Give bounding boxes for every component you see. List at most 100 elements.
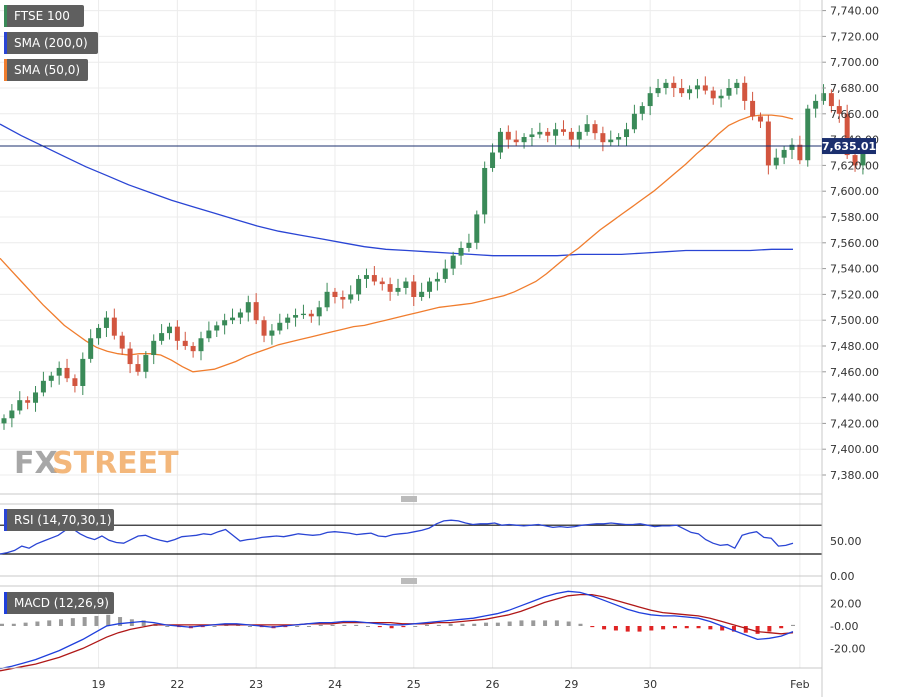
candle-body [639,106,645,114]
macd-histogram-bar [247,626,252,627]
candle-body [190,346,196,352]
macd-histogram-bar [94,615,99,626]
macd-histogram-bar [389,626,394,629]
macd-tick-label: -20.00 [830,642,865,655]
macd-histogram-bar [165,626,170,627]
candle-body [166,326,172,334]
y-tick-label: 7,420.00 [830,417,879,430]
macd-histogram-bar [791,624,795,626]
macd-histogram-bar [330,624,335,626]
candle-body [363,275,369,279]
candle-body [40,380,46,393]
rsi-tick-label: 50.00 [830,535,862,548]
legend-macd[interactable]: MACD (12,26,9) [4,592,114,614]
candle-body [33,392,39,403]
candle-body [9,410,15,419]
macd-histogram-bar [519,620,524,626]
candle-body [277,322,283,331]
candle-body [332,291,338,297]
candle-body [836,106,842,114]
macd-histogram-bar [59,619,64,626]
y-tick-label: 7,720.00 [830,30,879,43]
candle-body [434,278,440,282]
candle-body [356,278,362,295]
rsi-line [0,519,794,555]
macd-histogram-bar [365,626,370,627]
candle-body [127,348,133,365]
macd-histogram-bar [106,614,111,626]
macd-histogram-bar [578,623,583,626]
candle-body [663,82,669,88]
candle-body [521,137,527,143]
candle-body [852,155,858,166]
macd-histogram-bar [212,626,217,627]
candle-body [143,355,149,372]
candle-body [616,137,622,140]
candle-body [805,108,811,161]
candle-body [458,247,464,256]
candle-body [174,326,180,341]
candle-body [340,296,346,300]
candle-body [789,144,795,150]
candle-body [529,134,535,138]
candle-body [608,139,614,143]
grid-layer [0,0,822,668]
candle-body [293,315,299,318]
macd-histogram-bar [23,622,28,626]
candle-body [88,338,94,359]
candle-body [403,281,409,288]
candle-body [348,294,354,300]
macd-histogram-bar [35,621,40,626]
candle-body [442,268,448,279]
candle-body [497,131,503,153]
macd-histogram-bar [755,626,760,634]
macd-histogram-bar [295,626,300,627]
candle-body [592,124,598,134]
macd-histogram-bar [543,620,548,626]
macd-histogram-bar [649,626,654,631]
y-tick-label: 7,620.00 [830,159,879,172]
candle-body [821,93,827,101]
x-tick-label: 30 [643,678,657,691]
candle-body [395,287,401,292]
legend-rsi[interactable]: RSI (14,70,30,1) [4,509,114,531]
macd-tick-label: 20.00 [830,598,862,611]
legend-sma50-label: SMA (50,0) [14,63,80,77]
candle-body [537,131,543,135]
sma200-line [0,123,793,257]
macd-histogram-bar [436,624,441,626]
candle-body [505,131,511,140]
price-panel [0,76,866,430]
legend-sma50[interactable]: SMA (50,0) [4,59,88,81]
macd-histogram-bar [82,617,87,626]
x-tick-label: 25 [407,678,421,691]
y-tick-label: 7,500.00 [830,314,879,327]
y-tick-label: 7,680.00 [830,82,879,95]
candle-body [48,375,54,381]
candle-body [482,167,488,215]
candle-body [103,317,109,328]
y-tick-label: 7,740.00 [830,5,879,18]
legend-sma200[interactable]: SMA (200,0) [4,32,98,54]
current-price-tag: 7,635.01 [822,138,876,155]
candle-body [214,325,220,331]
candle-body [584,124,590,132]
rsi-resize-handle[interactable] [398,496,420,502]
legend-sma200-label: SMA (200,0) [14,36,88,50]
candle-body [308,313,314,317]
candle-body [135,364,141,372]
candle-body [490,152,496,168]
legend-macd-label: MACD (12,26,9) [14,596,109,610]
candle-body [237,312,243,318]
candle-body [726,88,732,96]
macd-histogram-bar [590,626,595,628]
y-tick-label: 7,540.00 [830,263,879,276]
macd-histogram-bar [11,623,16,626]
candle-body [56,367,62,376]
macd-histogram-bar [767,626,772,632]
macd-resize-handle[interactable] [398,578,420,584]
macd-histogram-bar [306,626,311,627]
candle-body [750,100,756,117]
legend-ftse100[interactable]: FTSE 100 [4,5,84,27]
